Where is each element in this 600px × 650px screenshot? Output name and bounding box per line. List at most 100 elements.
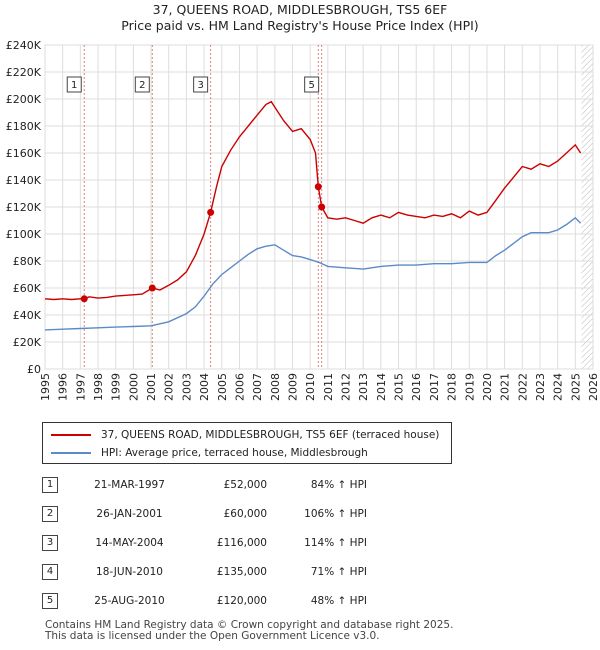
sale-hpi-change-cell: 48% ↑ HPI [310, 595, 367, 608]
x-tick-label: 2025 [569, 373, 582, 401]
sale-date-cell: 21-MAR-1997 [94, 478, 165, 491]
sale-number-cell: 5 [42, 587, 72, 616]
x-tick-label: 1996 [57, 373, 70, 401]
hpi-line [44, 216, 582, 331]
sale-number-box: 5 [42, 593, 58, 610]
marker-label: 5 [308, 80, 314, 91]
x-tick-label: 2002 [163, 373, 176, 401]
sale-hpi-change-cell: 114% ↑ HPI [304, 536, 367, 549]
y-tick-label: £60K [13, 282, 42, 295]
sale-price-cell: £120,000 [216, 595, 267, 608]
sale-price-cell: £135,000 [216, 566, 267, 579]
sale-date-cell: 18-JUN-2010 [96, 566, 163, 579]
chart-subtitle: Price paid vs. HM Land Registry's House … [121, 18, 479, 33]
x-tick-label: 2000 [127, 373, 140, 401]
x-tick-label: 2003 [180, 373, 193, 401]
x-tick-label: 2021 [499, 373, 512, 401]
sale-number-box: 3 [42, 534, 58, 551]
y-tick-label: £200K [6, 93, 42, 106]
y-tick-label: £0 [27, 363, 41, 376]
y-tick-label: £20K [13, 336, 42, 349]
sale-price-cell: £60,000 [223, 507, 267, 520]
legend-item-hpi: HPI: Average price, terraced house, Midd… [51, 445, 368, 461]
sale-hpi-change-cell: 106% ↑ HPI [304, 507, 367, 520]
marker-box [66, 76, 82, 93]
table-row: 3 14-MAY-2004 £116,000 114% ↑ HPI [42, 528, 367, 557]
sale-number-box: 1 [42, 476, 58, 493]
legend: 37, QUEENS ROAD, MIDDLESBROUGH, TS5 6EF … [42, 422, 452, 464]
footer-copyright: Contains HM Land Registry data © Crown c… [45, 619, 454, 631]
x-tick-label: 1999 [110, 373, 123, 401]
sale-price-cell: £116,000 [216, 536, 267, 549]
x-tick-label: 2026 [587, 373, 600, 401]
x-tick-label: 1995 [39, 373, 52, 401]
table-row: 1 21-MAR-1997 £52,000 84% ↑ HPI [42, 470, 367, 499]
y-tick-label: £180K [6, 120, 42, 133]
x-tick-label: 2019 [463, 373, 476, 401]
y-tick-label: £140K [6, 174, 42, 187]
y-tick-label: £80K [13, 255, 42, 268]
x-tick-label: 2006 [233, 373, 246, 401]
footer-license: This data is licensed under the Open Gov… [45, 630, 380, 642]
x-tick-label: 2022 [516, 373, 529, 401]
x-tick-label: 2013 [357, 373, 370, 401]
sale-number-box: 4 [42, 564, 58, 581]
sale-date-cell: 25-AUG-2010 [94, 595, 165, 608]
x-tick-label: 2015 [393, 373, 406, 401]
sale-date-cell: 26-JAN-2001 [96, 507, 163, 520]
sale-date-cell: 14-MAY-2004 [95, 536, 164, 549]
table-row: 2 26-JAN-2001 £60,000 106% ↑ HPI [42, 499, 367, 528]
table-row: 4 18-JUN-2010 £135,000 71% ↑ HPI [42, 558, 367, 587]
footer: Contains HM Land Registry data © Crown c… [45, 620, 453, 642]
marker-label: 3 [197, 80, 203, 91]
x-tick-label: 2009 [286, 373, 299, 401]
marker-box [134, 76, 150, 93]
price-paid-line [44, 100, 582, 301]
sale-point [314, 183, 322, 191]
x-tick-label: 2018 [446, 373, 459, 401]
x-tick-label: 2012 [340, 373, 353, 401]
table-row: 5 25-AUG-2010 £120,000 48% ↑ HPI [42, 587, 367, 616]
x-tick-label: 2024 [552, 373, 565, 401]
x-tick-label: 2008 [269, 373, 282, 401]
sale-point [318, 203, 326, 211]
x-tick-label: 1997 [74, 373, 87, 401]
y-tick-label: £240K [6, 39, 42, 52]
legend-swatch-hpi [51, 452, 91, 454]
sale-number-cell: 2 [42, 499, 72, 528]
y-tick-label: £100K [6, 228, 42, 241]
y-tick-label: £40K [13, 309, 42, 322]
legend-label-price: 37, QUEENS ROAD, MIDDLESBROUGH, TS5 6EF … [101, 429, 440, 441]
x-tick-label: 2005 [216, 373, 229, 401]
sale-point [207, 208, 215, 216]
sale-number-cell: 1 [42, 470, 72, 499]
marker-label: 1 [71, 80, 77, 91]
marker-box [304, 76, 320, 93]
sale-hpi-change-cell: 84% ↑ HPI [310, 478, 367, 491]
sale-price-cell: £52,000 [223, 478, 267, 491]
legend-swatch-price [51, 434, 91, 436]
sales-table: 1 21-MAR-1997 £52,000 84% ↑ HPI 2 26-JAN-2001… [42, 470, 367, 616]
legend-label-hpi: HPI: Average price, terraced house, Midd… [101, 447, 368, 459]
y-tick-label: £120K [6, 201, 42, 214]
marker-box [193, 76, 209, 93]
x-tick-label: 2014 [375, 373, 388, 401]
x-tick-label: 1998 [92, 373, 105, 401]
sale-number-cell: 3 [42, 528, 72, 557]
sale-number-box: 2 [42, 505, 58, 522]
x-tick-label: 2023 [534, 373, 547, 401]
marker-label: 2 [139, 80, 145, 91]
sale-point [148, 284, 156, 292]
sale-hpi-change-cell: 71% ↑ HPI [310, 566, 367, 579]
chart-title: 37, QUEENS ROAD, MIDDLESBROUGH, TS5 6EF [152, 2, 448, 17]
legend-item-price: 37, QUEENS ROAD, MIDDLESBROUGH, TS5 6EF … [51, 427, 439, 443]
y-tick-label: £220K [6, 66, 42, 79]
x-tick-label: 2004 [198, 373, 211, 401]
x-tick-label: 2001 [145, 373, 158, 401]
x-tick-label: 2020 [481, 373, 494, 401]
x-tick-label: 2007 [251, 373, 264, 401]
x-tick-label: 2010 [304, 373, 317, 401]
x-tick-label: 2016 [410, 373, 423, 401]
x-tick-label: 2011 [322, 373, 335, 401]
sale-point [80, 295, 88, 303]
